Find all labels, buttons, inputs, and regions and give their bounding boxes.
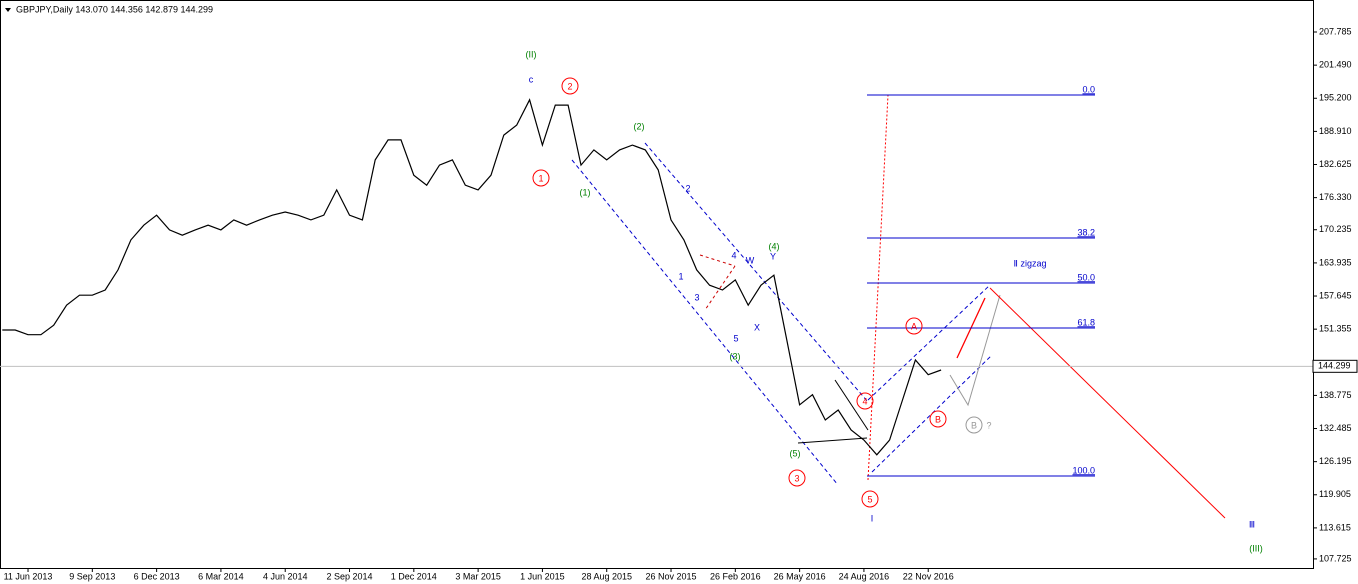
- y-tick-label: 157.645: [1319, 290, 1352, 300]
- wave-label: c: [529, 74, 534, 84]
- wave-circle: [929, 410, 947, 428]
- trend-line: [797, 437, 868, 444]
- x-tick-label: 28 Aug 2015: [581, 571, 632, 581]
- wave-label: (5): [790, 448, 801, 458]
- wave-label: 4: [862, 396, 867, 406]
- wave-label: 4: [731, 250, 736, 260]
- triangle-line: [704, 265, 736, 311]
- wave-label: Y: [770, 251, 776, 261]
- projection-line: [867, 94, 889, 481]
- x-tick-label: 1 Jun 2015: [520, 571, 565, 581]
- fib-label: 38.2: [1077, 227, 1095, 237]
- wave-label: 5: [867, 494, 872, 504]
- y-tick-label: 151.355: [1319, 324, 1352, 334]
- fib-label: 100.0: [1072, 465, 1095, 475]
- fib-label: 0.0: [1082, 84, 1095, 94]
- x-tick-label: 9 Sep 2013: [69, 571, 115, 581]
- menu-arrow[interactable]: [5, 8, 11, 12]
- wave-circle: [965, 416, 983, 434]
- wave-label: I: [871, 513, 874, 523]
- wave-label: (3): [730, 351, 741, 361]
- wave-label: Ⅲ: [1249, 519, 1255, 529]
- wave-label: Ⅱ zigzag: [1014, 258, 1047, 268]
- wave-circle: [856, 392, 874, 410]
- y-tick-label: 176.330: [1319, 192, 1352, 202]
- wave-circle: [861, 490, 879, 508]
- x-tick-label: 11 Jun 2013: [4, 571, 53, 581]
- x-tick-label: 6 Mar 2014: [198, 571, 244, 581]
- wave-circle: [561, 77, 579, 95]
- x-tick-label: 3 Mar 2015: [455, 571, 501, 581]
- last-price-label: 144.299: [1318, 361, 1351, 371]
- x-tick-label: 26 Feb 2016: [710, 571, 761, 581]
- wave-label: 2: [685, 183, 690, 193]
- wave-circle: [905, 317, 923, 335]
- forecast-line: [989, 287, 1226, 519]
- triangle-line: [699, 254, 736, 267]
- wave-label: 1: [538, 173, 543, 183]
- y-tick-label: 119.905: [1319, 489, 1351, 499]
- wave-label: (1): [580, 187, 591, 197]
- y-tick-label: 132.485: [1319, 423, 1352, 433]
- x-tick-label: 4 Jun 2014: [263, 571, 308, 581]
- x-tick-label: 22 Nov 2016: [903, 571, 954, 581]
- fib-label: 61.8: [1077, 317, 1095, 327]
- wave-label: 2: [567, 81, 572, 91]
- y-tick-label: 170.235: [1319, 224, 1352, 234]
- chart-title: GBPJPY,Daily 143.070 144.356 142.879 144…: [16, 4, 213, 14]
- wave-label: (2): [634, 121, 645, 131]
- fib-label: 50.0: [1077, 272, 1095, 282]
- price-line: [2, 98, 942, 456]
- x-tick-label: 6 Dec 2013: [134, 571, 180, 581]
- forecast-line: [949, 294, 1001, 407]
- last-price-box: [1312, 359, 1358, 373]
- y-tick-label: 195.200: [1319, 93, 1352, 103]
- y-tick-label: 163.935: [1319, 257, 1352, 267]
- y-tick-label: 126.195: [1319, 456, 1352, 466]
- x-tick-label: 24 Aug 2016: [839, 571, 890, 581]
- x-tick-label: 26 May 2016: [774, 571, 826, 581]
- y-tick-label: 138.775: [1319, 390, 1352, 400]
- channel-line: [644, 142, 869, 403]
- x-tick-label: 1 Dec 2014: [391, 571, 437, 581]
- wave-label: 3: [694, 292, 699, 302]
- y-tick-label: 182.625: [1319, 159, 1352, 169]
- wave-label: W: [746, 255, 755, 265]
- y-tick-label: 188.910: [1319, 126, 1352, 136]
- y-tick-label: 107.725: [1319, 553, 1352, 563]
- wave-label: A: [911, 321, 917, 331]
- y-tick-label: 207.785: [1319, 26, 1352, 36]
- plot-frame: [0, 0, 1314, 569]
- x-tick-label: 2 Sep 2014: [326, 571, 372, 581]
- trend-line: [834, 379, 869, 431]
- y-tick-label: 201.490: [1319, 60, 1352, 70]
- x-tick-label: 26 Nov 2015: [645, 571, 696, 581]
- wave-label: ?: [986, 420, 991, 430]
- y-tick-label: 113.615: [1319, 522, 1351, 532]
- wave-label: (4): [769, 241, 780, 251]
- wave-label: 5: [733, 333, 738, 343]
- wave-label: B: [935, 414, 941, 424]
- wave-circle: [532, 169, 550, 187]
- wave-label: 1: [678, 271, 683, 281]
- wave-circle: [788, 469, 806, 487]
- wave-label: 3: [794, 473, 799, 483]
- wave-label: (III): [1249, 543, 1263, 553]
- wave-label: B: [971, 420, 977, 430]
- wave-label: X: [754, 322, 760, 332]
- wave-label: (II): [526, 49, 537, 59]
